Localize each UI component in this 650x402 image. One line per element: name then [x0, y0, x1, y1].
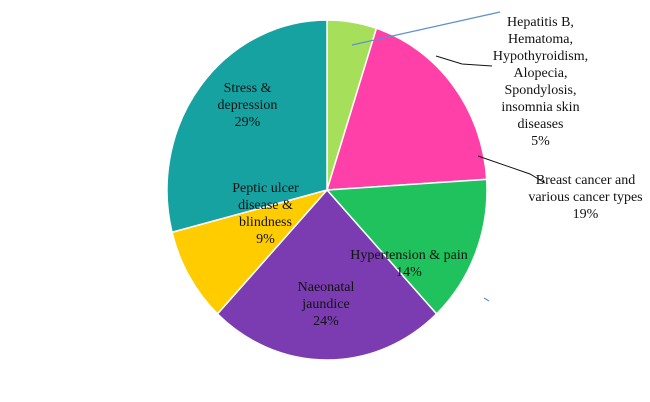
value-label: 5%: [531, 134, 550, 149]
slice-label: Hypertension & pain 14%: [350, 247, 468, 281]
pie-slice: [171, 188, 330, 316]
category-label: Stress & depression: [217, 81, 278, 113]
value-label: 14%: [396, 265, 422, 280]
category-label: Peptic ulcer disease & blindness: [232, 181, 299, 230]
value-label: 29%: [234, 115, 261, 130]
slice-label: Naeonatal jaundice 24%: [285, 279, 367, 330]
pie-slice: [325, 178, 488, 316]
category-label: Hypertension & pain: [350, 248, 468, 263]
leader-line: [351, 11, 501, 46]
leader-line: [477, 155, 546, 184]
value-label: 24%: [313, 314, 339, 329]
leader-line: [435, 55, 493, 67]
pie-slice: [166, 19, 328, 234]
category-label: Naeonatal jaundice: [297, 280, 355, 312]
category-label: Breast cancer and various cancer types: [528, 173, 643, 205]
slice-label: Stress & depression 29%: [205, 80, 290, 131]
value-label: 9%: [256, 232, 275, 247]
category-label: Hepatitis B, Hematoma, Hypothyroidism, A…: [492, 15, 589, 132]
leader-line: [483, 297, 490, 302]
value-label: 19%: [572, 207, 599, 222]
slice-label: Breast cancer and various cancer types 19…: [528, 172, 643, 223]
pie-slice: [216, 188, 438, 361]
slice-label: Peptic ulcer disease & blindness 9%: [218, 180, 313, 248]
slice-label: Hepatitis B, Hematoma, Hypothyroidism, A…: [478, 14, 603, 150]
